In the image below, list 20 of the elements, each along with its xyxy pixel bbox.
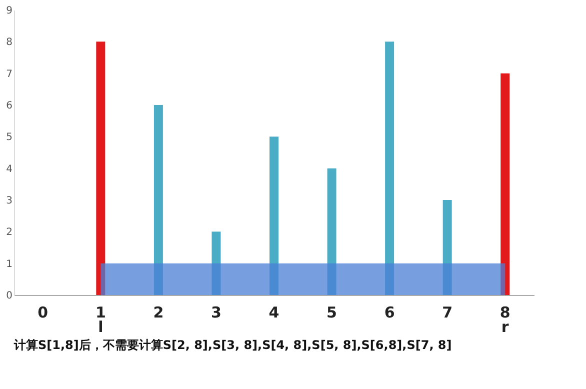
bar <box>96 42 106 295</box>
y-tick-label: 5 <box>6 132 12 144</box>
y-tick-label: 2 <box>6 227 12 238</box>
y-tick-label: 8 <box>6 37 12 48</box>
x-tick-label: 0 <box>38 304 48 322</box>
x-tick-label: 2 <box>153 304 164 322</box>
x-tick-label: 3 <box>211 304 222 322</box>
y-tick-label: 7 <box>6 68 12 80</box>
x-tick-label: 7 <box>442 304 453 322</box>
y-tick-label: 1 <box>6 258 12 270</box>
x-tick-label: 6 <box>384 304 395 322</box>
bar <box>500 73 510 295</box>
y-tick-label: 4 <box>6 164 12 175</box>
y-tick-label: 0 <box>6 290 12 302</box>
x-tick-label: 5 <box>326 304 337 322</box>
text: 计算S[1,8]后，不需要计算S[2, 8],S[3, 8],S[4, 8],S[5, 8],S[6,8],S[7, 8] <box>13 338 452 352</box>
y-tick-label: 9 <box>6 6 12 16</box>
y-tick-label: 3 <box>6 196 12 206</box>
y-tick-label: 6 <box>6 100 12 112</box>
x-tick-label: 4 <box>268 304 280 322</box>
